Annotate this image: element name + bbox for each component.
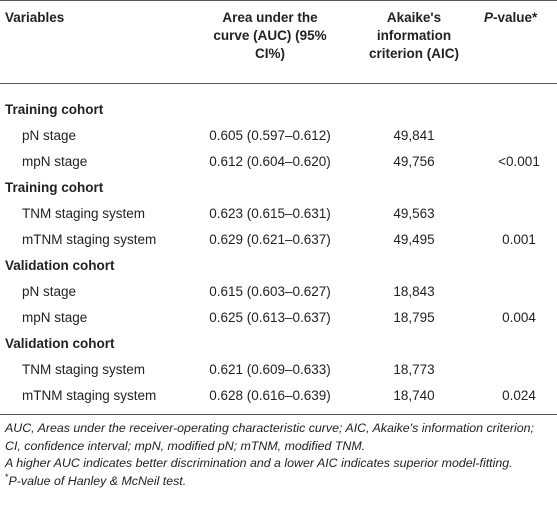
cell-aic: 49,563 — [393, 206, 435, 221]
header-pvalue-italic: P — [484, 10, 494, 25]
cell-aic: 18,773 — [393, 362, 435, 377]
table-row: TNM staging system 0.621 (0.609–0.633) 18,… — [0, 357, 557, 383]
footnote-marker: * — [5, 471, 9, 482]
footnote-abbreviations: AUC, Areas under the receiver-operating … — [5, 421, 534, 453]
cell-aic: 18,795 — [393, 310, 435, 325]
table-row: mpN stage 0.625 (0.613–0.637) 18,795 0.004 — [0, 305, 557, 331]
bottom-rule — [0, 414, 557, 415]
footnote-interpretation: A higher AUC indicates better discrimina… — [5, 456, 513, 471]
section-header: Training cohort — [0, 97, 557, 123]
footnote-pvalue-text: P-value of Hanley & McNeil test. — [8, 473, 187, 488]
table-row: TNM staging system 0.623 (0.615–0.631) 49,… — [0, 201, 557, 227]
cell-aic: 49,495 — [393, 232, 435, 247]
cell-aic: 18,740 — [393, 388, 435, 403]
cell-auc: 0.615 (0.603–0.627) — [209, 284, 331, 299]
footnote-pvalue: *P-value of Hanley & McNeil test. — [5, 471, 553, 491]
cell-pvalue: 0.024 — [502, 388, 536, 403]
cell-variable: TNM staging system — [22, 206, 146, 221]
cell-variable: mTNM staging system — [22, 388, 157, 403]
section-header: Validation cohort — [0, 331, 557, 357]
header-pvalue: P-value* — [484, 9, 537, 27]
table-footnotes: AUC, Areas under the receiver-operating … — [5, 420, 553, 490]
cell-aic: 18,843 — [393, 284, 435, 299]
section-title: Validation cohort — [5, 258, 115, 273]
cell-auc: 0.623 (0.615–0.631) — [209, 206, 331, 221]
table-row: pN stage 0.605 (0.597–0.612) 49,841 — [0, 123, 557, 149]
header-rule — [0, 83, 557, 84]
section-header: Training cohort — [0, 175, 557, 201]
cell-pvalue: 0.004 — [502, 310, 536, 325]
cell-variable: TNM staging system — [22, 362, 146, 377]
cell-pvalue: 0.001 — [502, 232, 536, 247]
section-title: Training cohort — [5, 180, 104, 195]
header-variables: Variables — [5, 10, 65, 25]
header-pvalue-rest: -value* — [493, 10, 538, 25]
table-row: pN stage 0.615 (0.603–0.627) 18,843 — [0, 279, 557, 305]
cell-auc: 0.621 (0.609–0.633) — [209, 362, 331, 377]
table-row: mTNM staging system 0.629 (0.621–0.637) 49… — [0, 227, 557, 253]
section-header: Validation cohort — [0, 253, 557, 279]
top-rule — [0, 0, 557, 1]
cell-auc: 0.628 (0.616–0.639) — [209, 388, 331, 403]
cell-aic: 49,841 — [393, 128, 435, 143]
cell-variable: mpN stage — [22, 154, 88, 169]
cell-auc: 0.605 (0.597–0.612) — [209, 128, 331, 143]
cell-aic: 49,756 — [393, 154, 435, 169]
table-row: mpN stage 0.612 (0.604–0.620) 49,756 <0.001 — [0, 149, 557, 175]
cell-pvalue: <0.001 — [498, 154, 540, 169]
section-title: Validation cohort — [5, 336, 115, 351]
cell-variable: pN stage — [22, 128, 77, 143]
cell-variable: pN stage — [22, 284, 77, 299]
cell-auc: 0.629 (0.621–0.637) — [209, 232, 331, 247]
table-row: mTNM staging system 0.628 (0.616–0.639) 18… — [0, 383, 557, 409]
cell-variable: mTNM staging system — [22, 232, 157, 247]
cell-auc: 0.612 (0.604–0.620) — [209, 154, 331, 169]
header-aic: Akaike's information criterion (AIC) — [368, 10, 459, 61]
cell-variable: mpN stage — [22, 310, 88, 325]
cell-auc: 0.625 (0.613–0.637) — [209, 310, 331, 325]
header-auc: Area under the curve (AUC) (95% CI%) — [213, 10, 327, 61]
section-title: Training cohort — [5, 102, 104, 117]
